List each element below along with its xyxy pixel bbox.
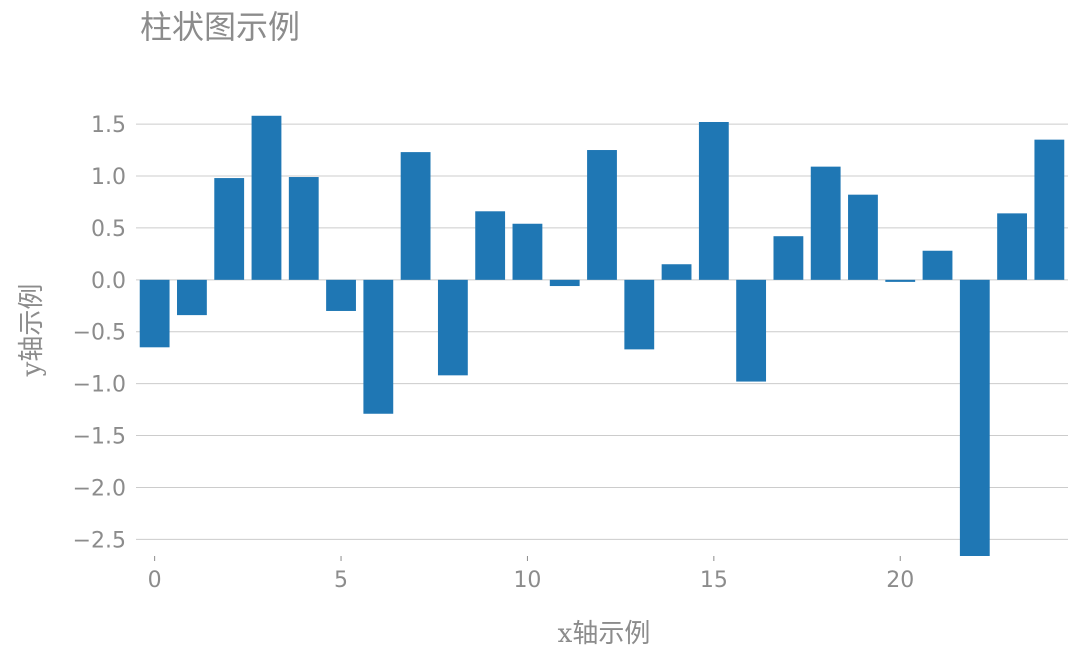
bar-13 — [624, 279, 655, 350]
bar-9 — [475, 211, 506, 280]
x-tick-label: 20 — [886, 568, 914, 593]
y-tick-label: −2.0 — [73, 476, 126, 501]
y-tick-label: 1.0 — [91, 165, 126, 190]
x-tick-label: 10 — [513, 568, 541, 593]
y-tick-label: −1.5 — [73, 425, 126, 450]
bar-21 — [922, 250, 953, 280]
y-axis-label: y轴示例 — [17, 284, 47, 378]
chart-title: 柱状图示例 — [140, 8, 300, 46]
bar-2 — [214, 178, 245, 280]
y-tick-label: −2.5 — [73, 528, 126, 553]
bar-7 — [400, 152, 431, 280]
bar-11 — [549, 279, 580, 287]
y-axis-ticks: −2.5 −2.0 −1.5 −1.0 −0.5 0.0 0.5 1.0 1.5 — [73, 113, 126, 553]
x-axis-label: x轴示例 — [558, 619, 651, 649]
bar-24 — [1034, 139, 1065, 280]
bar-1 — [177, 279, 207, 316]
bar-3 — [251, 115, 282, 280]
x-tick-label: 0 — [148, 568, 162, 593]
bar-19 — [848, 194, 878, 280]
bar-0 — [139, 279, 170, 348]
bar-22 — [959, 279, 990, 556]
bar-4 — [288, 177, 319, 280]
bar-10 — [512, 223, 543, 280]
x-axis-ticks: 0 5 10 15 20 — [148, 556, 914, 593]
bar-14 — [661, 264, 692, 280]
y-tick-label: −1.0 — [73, 373, 126, 398]
x-tick-label: 15 — [700, 568, 728, 593]
bar-5 — [326, 279, 356, 311]
y-tick-label: 1.5 — [91, 113, 126, 138]
y-tick-label: 0.0 — [91, 269, 126, 294]
bar-6 — [363, 279, 394, 414]
bar-16 — [736, 279, 767, 382]
y-tick-label: 0.5 — [91, 217, 126, 242]
bar-23 — [997, 213, 1027, 280]
bar-12 — [587, 150, 617, 280]
bar-20 — [885, 279, 916, 282]
bar-17 — [773, 236, 804, 280]
y-tick-label: −0.5 — [73, 321, 126, 346]
bars — [139, 115, 1065, 556]
bar-8 — [437, 279, 468, 376]
bar-18 — [810, 166, 841, 280]
bar-15 — [698, 121, 729, 280]
x-tick-label: 5 — [334, 568, 348, 593]
